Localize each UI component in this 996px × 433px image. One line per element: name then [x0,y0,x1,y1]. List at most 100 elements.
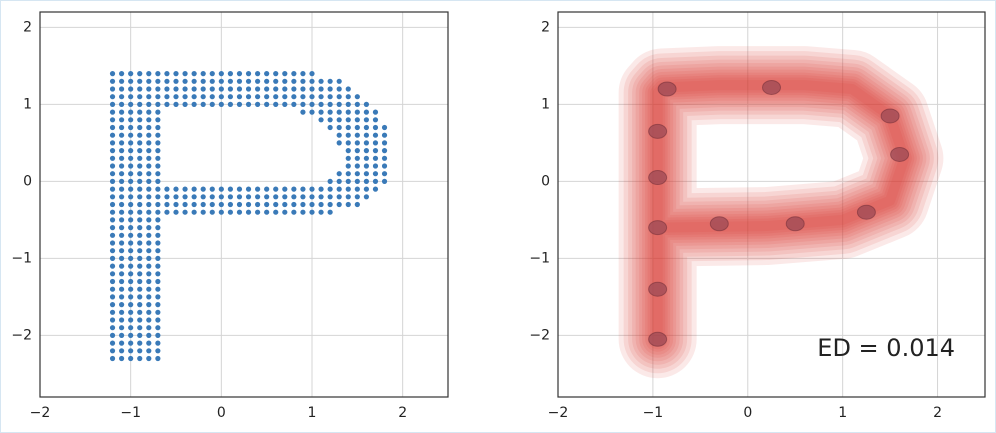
point [137,355,143,362]
point [354,171,360,177]
point [282,186,288,192]
point [146,355,152,362]
density-peak [648,331,668,347]
point [109,263,116,269]
density-peak [785,216,805,232]
point [291,186,297,192]
point [209,101,215,107]
y-tick-label: −2 [529,327,550,343]
point [318,117,324,123]
point [164,209,170,215]
point [109,109,116,115]
point [309,201,315,208]
point [119,109,125,115]
point [191,94,197,100]
point [146,340,152,346]
point [381,124,388,131]
point [182,71,188,77]
point [354,148,360,154]
point [236,71,243,77]
point [137,248,143,254]
point [137,109,143,115]
point [354,132,360,138]
point [336,178,342,184]
point [363,163,369,169]
point [282,94,288,100]
point [119,186,125,192]
point [119,294,125,300]
point [264,86,270,92]
point [191,186,197,192]
point [137,178,143,184]
point [155,225,161,231]
point [191,71,197,77]
point [119,255,125,261]
point [119,78,125,84]
point [164,186,170,192]
point [227,71,233,77]
point [155,309,161,315]
point [354,94,360,100]
point [363,117,369,123]
point [119,240,125,246]
point [191,209,197,215]
point [137,78,143,84]
point [173,71,179,77]
point [155,317,161,323]
point [291,201,297,208]
point [128,255,134,261]
point [209,86,215,92]
point [255,101,261,107]
point [128,286,134,292]
point [200,78,206,84]
point [282,86,288,92]
point [200,94,206,100]
point [345,117,351,123]
point [128,194,134,200]
point [327,178,333,184]
point [128,278,134,285]
point [363,124,369,131]
point [363,101,369,107]
point [282,101,288,107]
point [309,101,315,107]
point [109,255,116,261]
point [128,148,134,154]
point [245,71,252,77]
point [345,86,351,92]
point [309,109,315,115]
point [327,186,333,192]
point [109,240,116,246]
point [109,278,116,285]
point [128,178,134,184]
point [318,194,324,200]
point [119,124,125,131]
y-tick-label: −1 [11,250,32,266]
point [200,186,206,192]
point [146,255,152,261]
point [137,148,143,154]
point [336,186,342,192]
point [164,101,170,107]
point [155,71,161,77]
point [164,78,170,84]
point [327,86,333,92]
point [146,217,152,223]
point [255,94,261,100]
point [146,78,152,84]
point [155,240,161,246]
panel: −2 −1 0 1 2 −2 −1 0 1 2 [11,11,449,421]
density-peak [648,220,668,236]
point [218,194,224,200]
point [236,94,243,100]
point [354,201,360,208]
point [173,209,179,215]
y-tick-label: 0 [23,173,32,189]
point [309,78,315,84]
point [155,78,161,84]
point [363,148,369,154]
point [245,209,252,215]
point [137,348,143,354]
point [273,201,279,208]
point [227,186,233,192]
